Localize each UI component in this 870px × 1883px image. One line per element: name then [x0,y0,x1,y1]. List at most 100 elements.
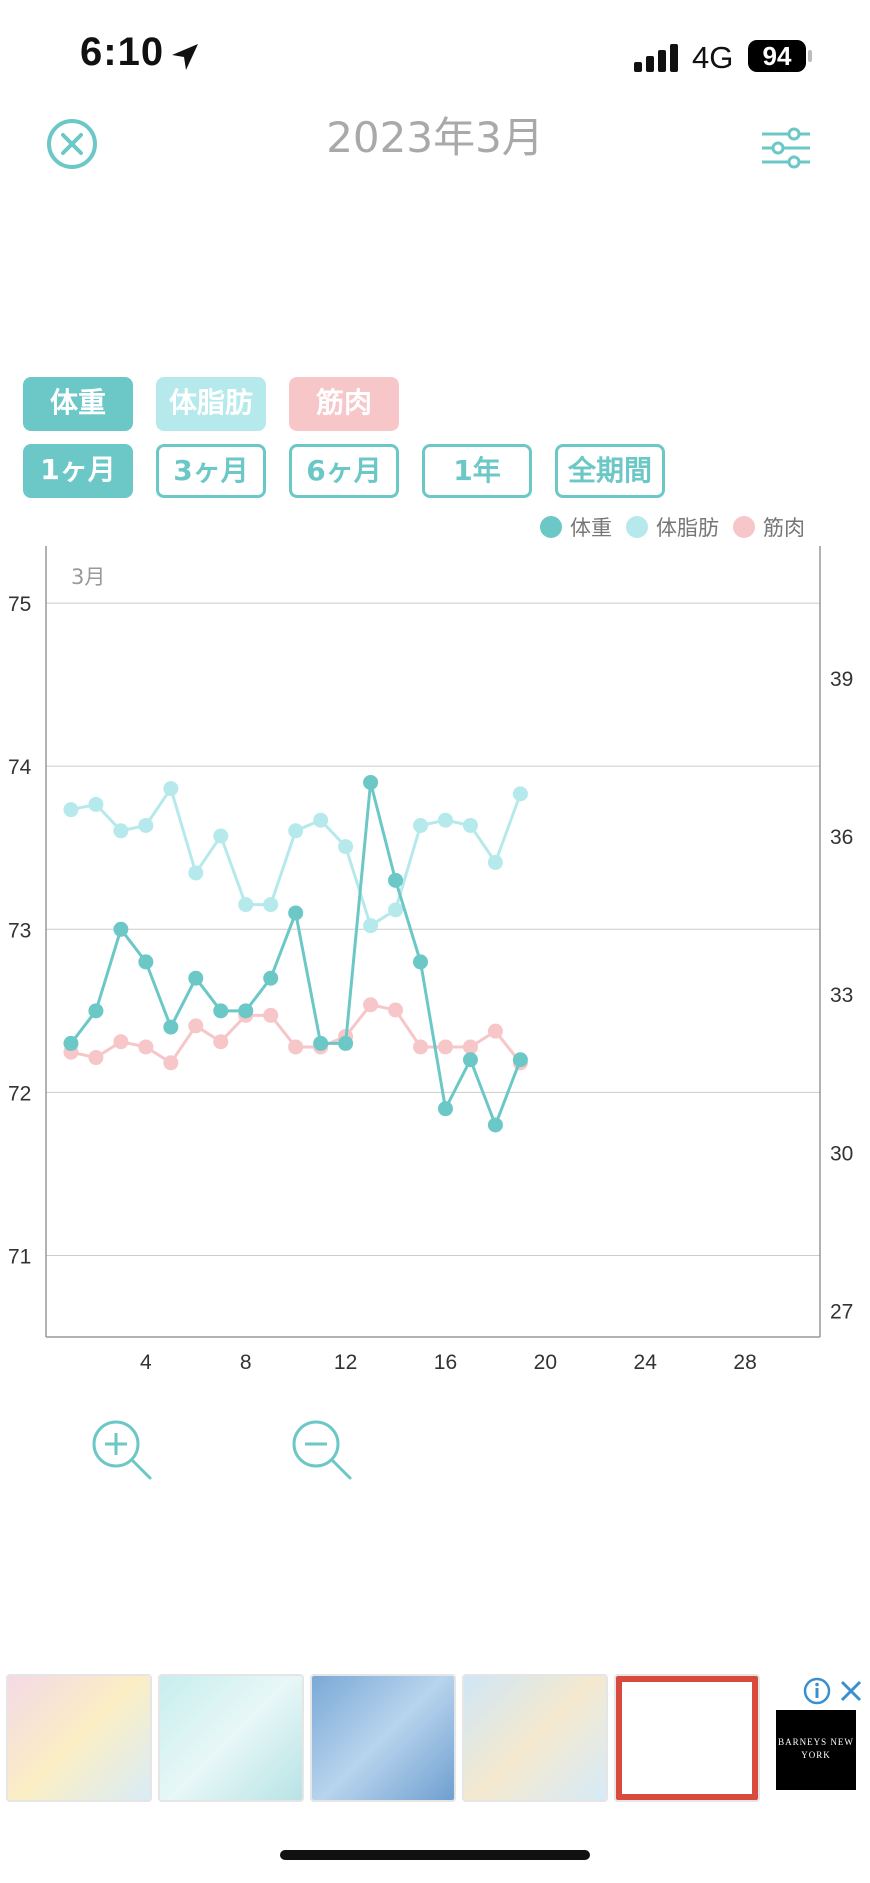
ad-product-image[interactable] [6,1674,152,1802]
data-point-weight[interactable] [138,954,154,970]
data-point-body-fat[interactable] [263,897,279,913]
data-point-body-fat[interactable] [63,802,79,818]
status-time: 6:10 [80,30,165,74]
zoom-out-icon[interactable] [290,1418,356,1484]
data-point-muscle[interactable] [388,1002,404,1018]
ad-close-icon[interactable] [838,1678,864,1704]
data-point-body-fat[interactable] [288,823,304,839]
battery-tip [808,50,812,62]
tab-1-month[interactable]: 1ヶ月 [23,444,133,498]
data-point-weight[interactable] [487,1117,503,1133]
data-point-weight[interactable] [413,954,429,970]
data-point-muscle[interactable] [437,1039,453,1055]
data-point-body-fat[interactable] [113,823,129,839]
tab-1-year[interactable]: 1年 [422,444,532,498]
x-axis-tick-label: 28 [733,1351,756,1370]
data-point-body-fat[interactable] [138,817,154,833]
data-point-weight[interactable] [437,1101,453,1117]
data-point-weight[interactable] [238,1003,254,1019]
left-axis-tick-label: 72 [8,1082,31,1105]
data-point-muscle[interactable] [487,1023,503,1039]
data-point-weight[interactable] [288,905,304,921]
tab-6-months[interactable]: 6ヶ月 [289,444,399,498]
data-point-body-fat[interactable] [313,812,329,828]
x-axis-tick-label: 8 [240,1351,252,1370]
data-point-weight[interactable] [188,970,204,986]
data-point-body-fat[interactable] [163,781,179,797]
data-point-weight[interactable] [338,1035,354,1051]
data-point-muscle[interactable] [363,997,379,1013]
legend-label-weight: 体重 [570,516,612,540]
data-point-body-fat[interactable] [462,817,478,833]
right-axis-tick-label: 36 [830,826,853,849]
right-axis-tick-label: 39 [830,668,853,691]
battery-level: 94 [748,40,806,72]
legend-swatch-muscle [733,516,755,538]
data-point-muscle[interactable] [113,1034,129,1050]
left-axis-tick-label: 71 [8,1245,31,1268]
data-point-weight[interactable] [63,1035,79,1051]
data-point-body-fat[interactable] [437,812,453,828]
x-axis-tick-label: 24 [634,1351,658,1370]
zoom-in-icon[interactable] [90,1418,156,1484]
data-point-weight[interactable] [88,1003,104,1019]
data-point-muscle[interactable] [263,1007,279,1023]
signal-icon [634,44,678,72]
data-point-muscle[interactable] [413,1039,429,1055]
data-point-body-fat[interactable] [363,918,379,934]
home-indicator [280,1850,590,1860]
left-axis-tick-label: 75 [8,593,31,616]
data-point-body-fat[interactable] [338,839,354,855]
data-point-muscle[interactable] [88,1050,104,1066]
data-point-weight[interactable] [313,1035,329,1051]
data-point-body-fat[interactable] [213,828,229,844]
ad-product-image[interactable] [462,1674,608,1802]
data-point-weight[interactable] [113,921,129,937]
data-point-body-fat[interactable] [238,897,254,913]
data-point-weight[interactable] [213,1003,229,1019]
tab-3-months[interactable]: 3ヶ月 [156,444,266,498]
data-point-body-fat[interactable] [512,786,528,802]
data-point-muscle[interactable] [288,1039,304,1055]
tab-all-period[interactable]: 全期間 [555,444,665,498]
legend-swatch-body-fat [626,516,648,538]
data-point-body-fat[interactable] [487,854,503,870]
tab-muscle[interactable]: 筋肉 [289,377,399,431]
data-point-weight[interactable] [163,1019,179,1035]
tab-weight[interactable]: 体重 [23,377,133,431]
page-title: 2023年3月 [326,113,544,162]
data-point-muscle[interactable] [462,1039,478,1055]
x-axis-tick-label: 4 [140,1351,152,1370]
data-point-weight[interactable] [363,774,379,790]
data-point-body-fat[interactable] [88,796,104,812]
series-line-body-fat [70,785,522,928]
data-point-muscle[interactable] [213,1034,229,1050]
ad-brand-logo[interactable]: BARNEYS NEW YORK [776,1710,856,1790]
chart-legend: 体重 体脂肪 筋肉 [540,512,811,542]
data-point-weight[interactable] [263,970,279,986]
ad-info-icon[interactable] [802,1676,832,1706]
right-axis-tick-label: 27 [830,1301,853,1324]
x-axis-tick-label: 16 [434,1351,457,1370]
tab-body-fat[interactable]: 体脂肪 [156,377,266,431]
data-point-weight[interactable] [512,1052,528,1068]
data-point-weight[interactable] [388,872,404,888]
data-point-body-fat[interactable] [388,902,404,918]
data-point-body-fat[interactable] [413,817,429,833]
weight-chart[interactable]: 75 74 73 72 71 39 36 33 30 27 4 8 12 16 20 24 28 3月 [0,540,870,1370]
right-axis-tick-label: 30 [830,1142,853,1165]
filter-settings-icon[interactable] [760,126,812,170]
close-icon[interactable] [46,118,98,170]
data-point-muscle[interactable] [188,1018,204,1034]
data-point-muscle[interactable] [163,1055,179,1071]
legend-label-muscle: 筋肉 [763,516,805,540]
left-axis-tick-label: 74 [8,756,32,779]
data-point-weight[interactable] [462,1052,478,1068]
ad-product-image[interactable] [310,1674,456,1802]
network-type: 4G [692,40,734,75]
ad-product-image[interactable] [614,1674,760,1802]
data-point-body-fat[interactable] [188,865,204,881]
legend-label-body-fat: 体脂肪 [656,516,719,540]
ad-product-image[interactable] [158,1674,304,1802]
data-point-muscle[interactable] [138,1039,154,1055]
